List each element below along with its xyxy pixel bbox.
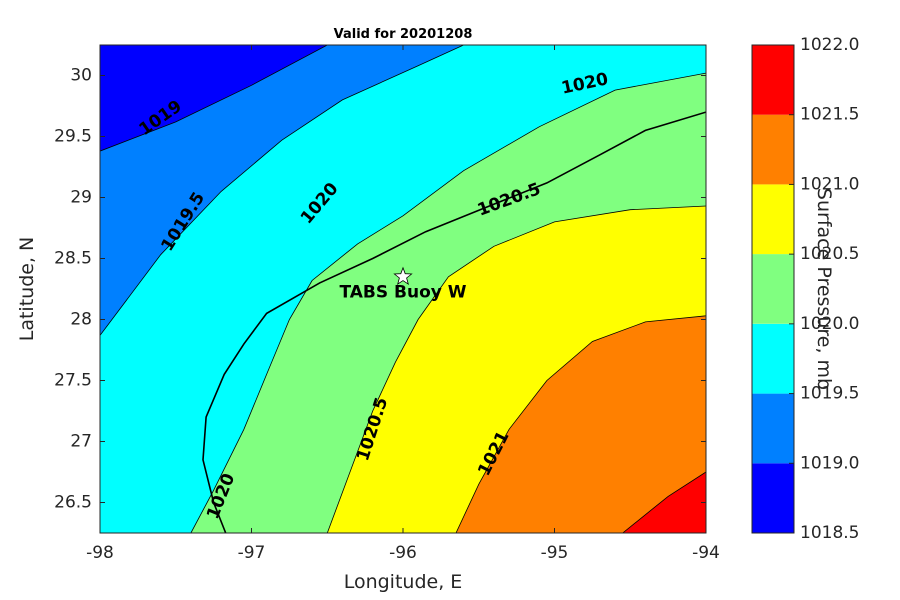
buoy-star-icon bbox=[393, 266, 413, 286]
buoy-label: TABS Buoy W bbox=[339, 283, 466, 303]
annotations: TABS Buoy W bbox=[339, 266, 467, 303]
colorbar-swatch bbox=[752, 463, 794, 533]
x-tick-label: -98 bbox=[86, 543, 114, 563]
colorbar-tick-label: 1020.5 bbox=[800, 244, 859, 264]
contour-line-1021 bbox=[455, 315, 706, 533]
x-axis-label: Longitude, E bbox=[344, 571, 463, 593]
x-tick-label: -94 bbox=[692, 543, 720, 563]
y-axis-label: Latitude, N bbox=[16, 237, 38, 342]
x-axis-ticks: -98 -97 -96 -95 -94 bbox=[86, 45, 720, 563]
y-tick-label: 27 bbox=[70, 432, 92, 452]
coastline bbox=[202, 111, 706, 533]
y-tick-label: 28 bbox=[70, 310, 92, 330]
chart-title: Valid for 20201208 bbox=[334, 27, 473, 42]
contour-line-1019.5 bbox=[100, 45, 464, 336]
x-tick-label: -97 bbox=[238, 543, 266, 563]
y-tick-label: 27.5 bbox=[54, 371, 92, 391]
band-1021 bbox=[456, 315, 706, 533]
band-1021.5 bbox=[622, 472, 706, 533]
colorbar-swatch bbox=[752, 254, 794, 324]
y-tick-label: 28.5 bbox=[54, 249, 92, 269]
x-tick-label: -96 bbox=[389, 543, 417, 563]
contour-line-1021.5 bbox=[622, 471, 706, 533]
colorbar-swatch bbox=[752, 184, 794, 255]
y-tick-label: 29.5 bbox=[54, 127, 92, 147]
colorbar-tick-label: 1021.5 bbox=[800, 105, 859, 125]
colorbar-swatch bbox=[752, 45, 794, 115]
plot-area bbox=[100, 45, 706, 533]
colorbar-tick-label: 1020.0 bbox=[800, 314, 859, 334]
colorbar-swatch bbox=[752, 114, 794, 185]
colorbar-label: Surface Pressure, mb bbox=[813, 188, 835, 390]
contour-line-1020.5 bbox=[326, 205, 706, 533]
coastline-path bbox=[202, 111, 706, 533]
y-tick-label: 30 bbox=[70, 66, 92, 86]
y-tick-label: 26.5 bbox=[54, 493, 92, 513]
contour-line-1020 bbox=[190, 72, 706, 533]
colorbar-tick-label: 1021.0 bbox=[800, 174, 859, 194]
contour-lines bbox=[100, 45, 706, 533]
x-tick-label: -95 bbox=[541, 543, 569, 563]
colorbar-tick-label: 1019.5 bbox=[800, 384, 859, 404]
colorbar-tick-label: 1022.0 bbox=[800, 35, 859, 55]
colorbar-swatch bbox=[752, 393, 794, 464]
contour-line-1019 bbox=[100, 45, 328, 152]
colorbar-frame bbox=[751, 44, 795, 534]
colorbar-tick-label: 1019.0 bbox=[800, 453, 859, 473]
y-axis-ticks: 26.5 27 27.5 28 28.5 29 29.5 30 bbox=[54, 66, 706, 513]
y-tick-label: 29 bbox=[70, 188, 92, 208]
colorbar: 1018.5 1019.0 1019.5 1020.0 1020.5 1021.0 1021… bbox=[751, 35, 859, 543]
colorbar-swatch bbox=[752, 323, 794, 394]
colorbar-tick-label: 1018.5 bbox=[800, 523, 859, 543]
